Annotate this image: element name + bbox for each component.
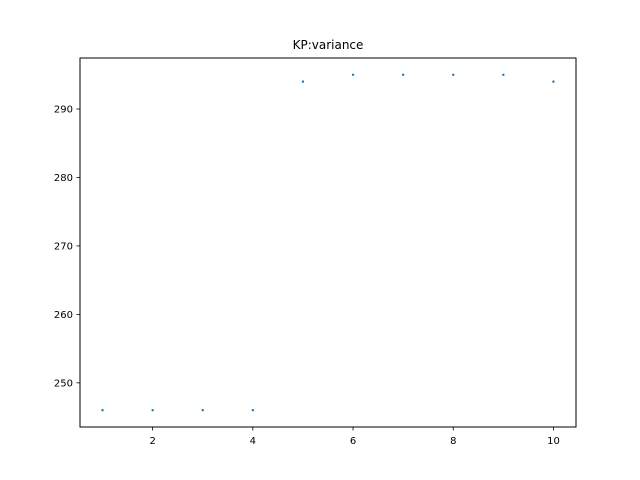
x-axis: 2 4 6 8 10 bbox=[149, 427, 560, 447]
y-tick-label: 290 bbox=[54, 105, 73, 116]
y-tick-label: 280 bbox=[54, 173, 73, 184]
y-tick-label: 250 bbox=[54, 378, 73, 389]
data-point bbox=[301, 80, 305, 83]
x-tick-label: 8 bbox=[450, 436, 456, 447]
data-point bbox=[401, 73, 405, 76]
data-point bbox=[201, 409, 204, 412]
data-point bbox=[452, 73, 455, 76]
data-point bbox=[151, 409, 154, 412]
x-tick-label: 6 bbox=[350, 436, 356, 447]
data-point bbox=[351, 73, 355, 76]
x-tick-label: 10 bbox=[547, 436, 560, 447]
y-tick-label: 260 bbox=[54, 310, 73, 321]
y-tick-label: 270 bbox=[54, 241, 73, 252]
y-axis: 250 260 270 280 290 bbox=[54, 105, 80, 389]
plot-area-frame bbox=[79, 57, 577, 428]
data-points bbox=[101, 73, 555, 412]
data-point bbox=[101, 409, 104, 412]
data-point bbox=[552, 80, 555, 83]
x-tick-label: 4 bbox=[250, 436, 256, 447]
data-point bbox=[502, 73, 505, 76]
x-tick-label: 2 bbox=[149, 436, 155, 447]
chart-title: KP:variance bbox=[293, 38, 364, 52]
data-point bbox=[251, 409, 255, 412]
